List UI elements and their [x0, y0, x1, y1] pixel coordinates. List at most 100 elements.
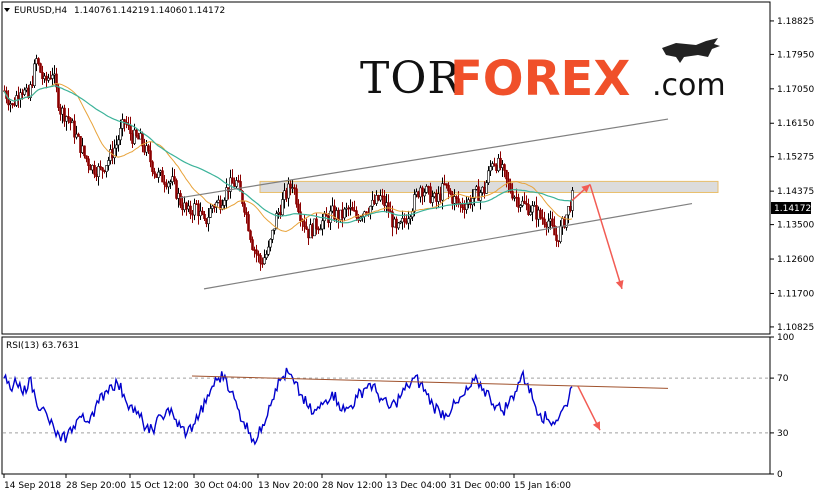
candle-body [13, 103, 16, 106]
candle-body [423, 192, 426, 197]
candle-body [191, 213, 194, 216]
candle-body [129, 124, 132, 134]
candle-body [23, 89, 26, 95]
candle-body [457, 198, 460, 204]
candle-body [343, 208, 346, 219]
candle-body [249, 230, 252, 240]
candle-body [297, 203, 300, 213]
candle-body [351, 207, 354, 211]
candle-body [329, 210, 332, 223]
candle-body [251, 239, 254, 250]
candle-body [389, 210, 392, 213]
candle-body [203, 213, 206, 219]
x-tick-label: 31 Dec 00:00 [450, 481, 511, 491]
candle-body [559, 225, 562, 242]
candle-body [295, 188, 298, 205]
candle-body [81, 145, 84, 153]
x-tick-label: 15 Oct 12:00 [130, 481, 189, 491]
candle-body [11, 103, 14, 105]
candle-body [271, 229, 274, 240]
candle-body [9, 103, 12, 106]
y-tick-label: 1.16150 [777, 119, 814, 129]
candle-body [499, 157, 502, 168]
candle-body [255, 249, 258, 255]
candle-body [147, 145, 150, 152]
candle-body [177, 193, 180, 199]
candle-body [183, 202, 186, 211]
candle-body [225, 187, 228, 201]
candle-body [547, 220, 550, 228]
candle-body [201, 210, 204, 215]
candle-body [75, 133, 78, 138]
candle-body [133, 129, 136, 144]
channel-upper-line [179, 118, 669, 199]
candle-body [397, 222, 400, 229]
current-price-marker: 1.14172 [771, 202, 811, 214]
candle-body [489, 166, 492, 172]
candle-body [447, 185, 450, 192]
candle-body [211, 205, 214, 209]
candle-body [77, 133, 80, 137]
candle-body [293, 187, 296, 190]
dropdown-arrow-icon[interactable] [4, 8, 10, 12]
candle-body [207, 217, 210, 225]
candle-body [421, 187, 424, 197]
candle-body [465, 203, 468, 211]
candle-body [117, 139, 120, 146]
candle-body [453, 196, 456, 204]
candle-body [137, 135, 140, 140]
candle-body [507, 178, 510, 184]
candle-body [163, 181, 166, 185]
candle-body [461, 204, 464, 209]
candle-body [171, 176, 174, 182]
candle-body [321, 220, 324, 230]
candle-body [187, 205, 190, 210]
candle-body [241, 190, 244, 204]
ma-slow-line [3, 85, 573, 224]
candle-body [97, 166, 100, 177]
candle-body [189, 205, 192, 215]
y-tick-label: 1.13500 [777, 221, 814, 231]
candle-body [305, 226, 308, 230]
current-price-label: 1.14172 [774, 204, 811, 214]
candle-body [169, 181, 172, 184]
symbol-label: EURUSD,H4 [14, 6, 67, 16]
x-tick-label: 15 Jan 16:00 [514, 481, 571, 491]
logo-tor: TOR [360, 53, 462, 104]
candle-body [145, 145, 148, 153]
candle-body [267, 246, 270, 255]
candle-body [139, 133, 142, 140]
candle-body [103, 170, 106, 173]
candle-body [379, 195, 382, 201]
candle-body [275, 213, 278, 230]
x-tick-label: 28 Sep 20:00 [66, 481, 126, 491]
candle-body [539, 209, 542, 218]
candle-body [407, 218, 410, 224]
x-tick-label: 28 Nov 12:00 [322, 481, 383, 491]
candle-body [565, 214, 568, 228]
candle-body [231, 177, 234, 184]
candle-body [109, 149, 112, 161]
candle-body [441, 183, 444, 201]
high-value: 1.14219 [112, 6, 149, 16]
candle-body [105, 165, 108, 173]
candle-body [95, 173, 98, 177]
candle-body [245, 211, 248, 215]
candle-body [51, 74, 54, 79]
candle-body [253, 249, 256, 251]
candle-body [531, 205, 534, 213]
candle-body [71, 120, 74, 124]
candle-body [299, 211, 302, 222]
y-tick-label: 1.18825 [777, 17, 814, 27]
candle-body [205, 218, 208, 225]
candle-body [85, 155, 88, 160]
candle-body [219, 199, 222, 210]
candle-body [541, 217, 544, 220]
candle-body [383, 195, 386, 207]
rsi-y-tick-label: 100 [777, 333, 794, 343]
forecast-up-arrow-head [581, 184, 590, 193]
candle-body [63, 107, 66, 122]
rsi-layer: 14 Sep 2018 28 Sep 20:00 15 Oct 12:00 30 Oc… [3, 333, 794, 491]
channel-lower-line [203, 202, 693, 290]
candle-body [431, 196, 434, 203]
